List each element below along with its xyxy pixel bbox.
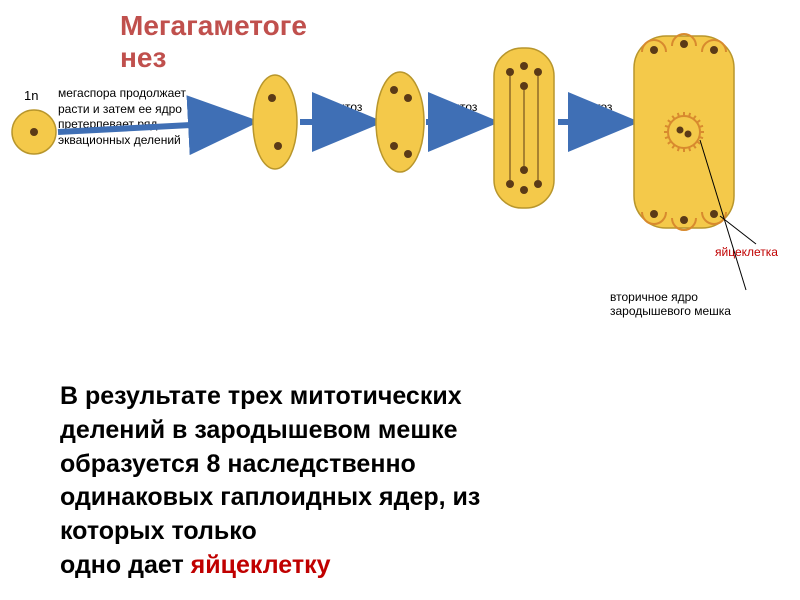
diagram-svg [0,0,800,340]
body-line: образуется 8 наследственно [60,448,480,482]
body-line: В результате трех митотических [60,380,480,414]
summary-text: В результате трех митотических делений в… [60,380,480,583]
body-line: одно дает яйцеклетку [60,549,480,583]
body-line: одинаковых гаплоидных ядер, из [60,481,480,515]
body-line: которых только [60,515,480,549]
body-line: делений в зародышевом мешке [60,414,480,448]
